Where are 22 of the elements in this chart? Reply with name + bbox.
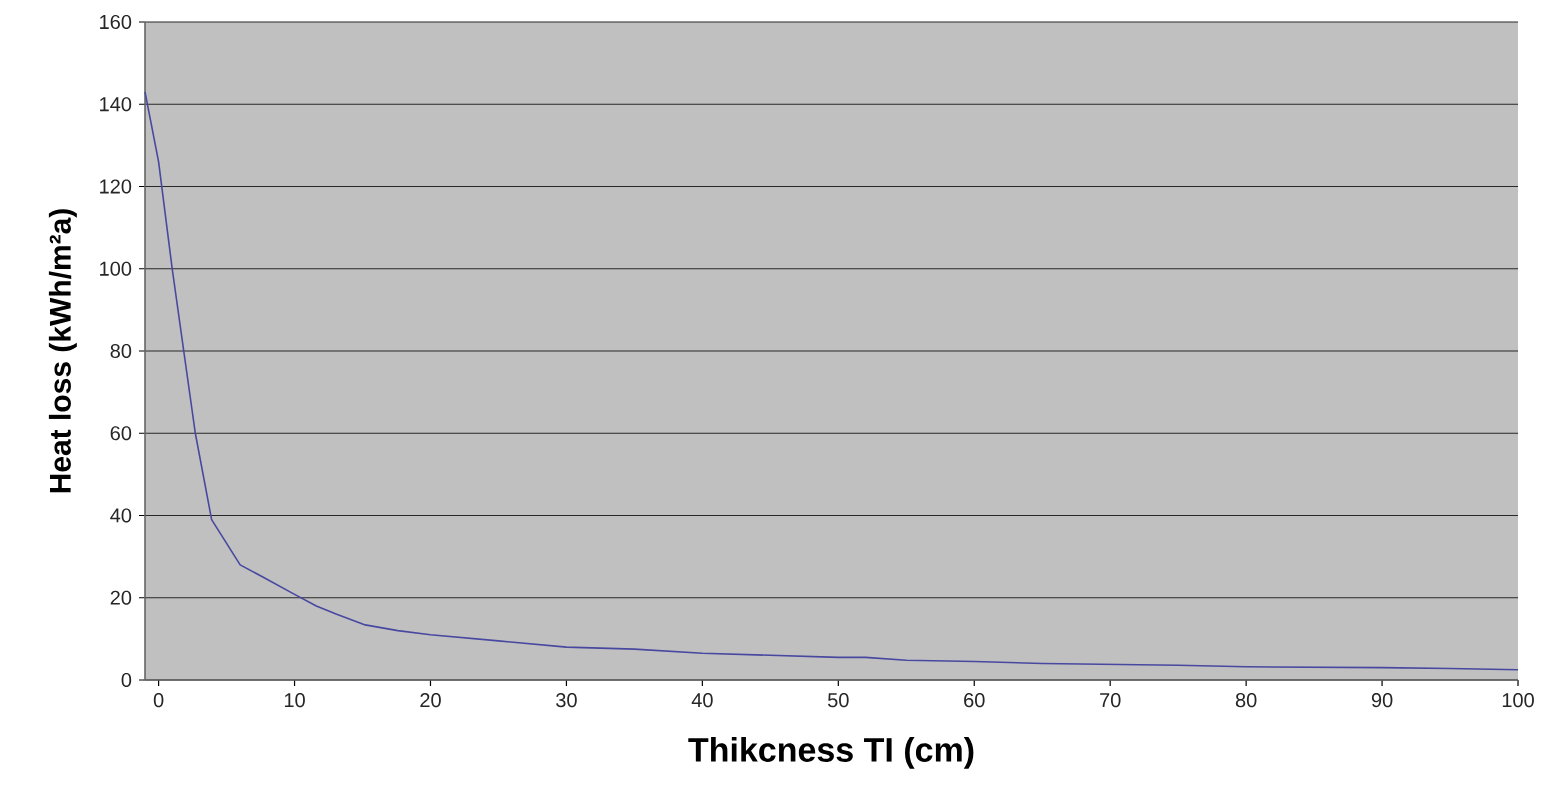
y-tick-label: 20	[110, 590, 132, 605]
x-tick-label: 70	[1100, 693, 1121, 708]
y-axis-title: Heat loss (kWh/m²a)	[48, 209, 77, 493]
x-axis-title: Thikcness TI (cm)	[688, 736, 974, 769]
x-tick-label: 0	[153, 693, 164, 708]
x-tick-label: 80	[1235, 693, 1257, 708]
y-tick-label: 40	[110, 508, 132, 523]
x-tick-label: 40	[691, 693, 713, 708]
y-tick-label: 60	[110, 426, 132, 441]
y-tick-label: 100	[100, 261, 132, 276]
y-tick-label: 160	[100, 14, 132, 30]
x-tick-label: 90	[1371, 693, 1393, 708]
y-tick-label: 0	[121, 672, 132, 688]
y-tick-label: 120	[100, 179, 132, 194]
x-tick-label: 30	[556, 693, 577, 708]
x-tick-label: 60	[964, 693, 985, 708]
x-tick-label: 100	[1502, 693, 1534, 708]
x-tick-label: 50	[828, 693, 849, 708]
x-tick-label: 10	[284, 693, 305, 708]
y-tick-label: 140	[100, 97, 132, 112]
x-tick-label: 20	[420, 693, 441, 708]
y-tick-label: 80	[110, 343, 132, 359]
